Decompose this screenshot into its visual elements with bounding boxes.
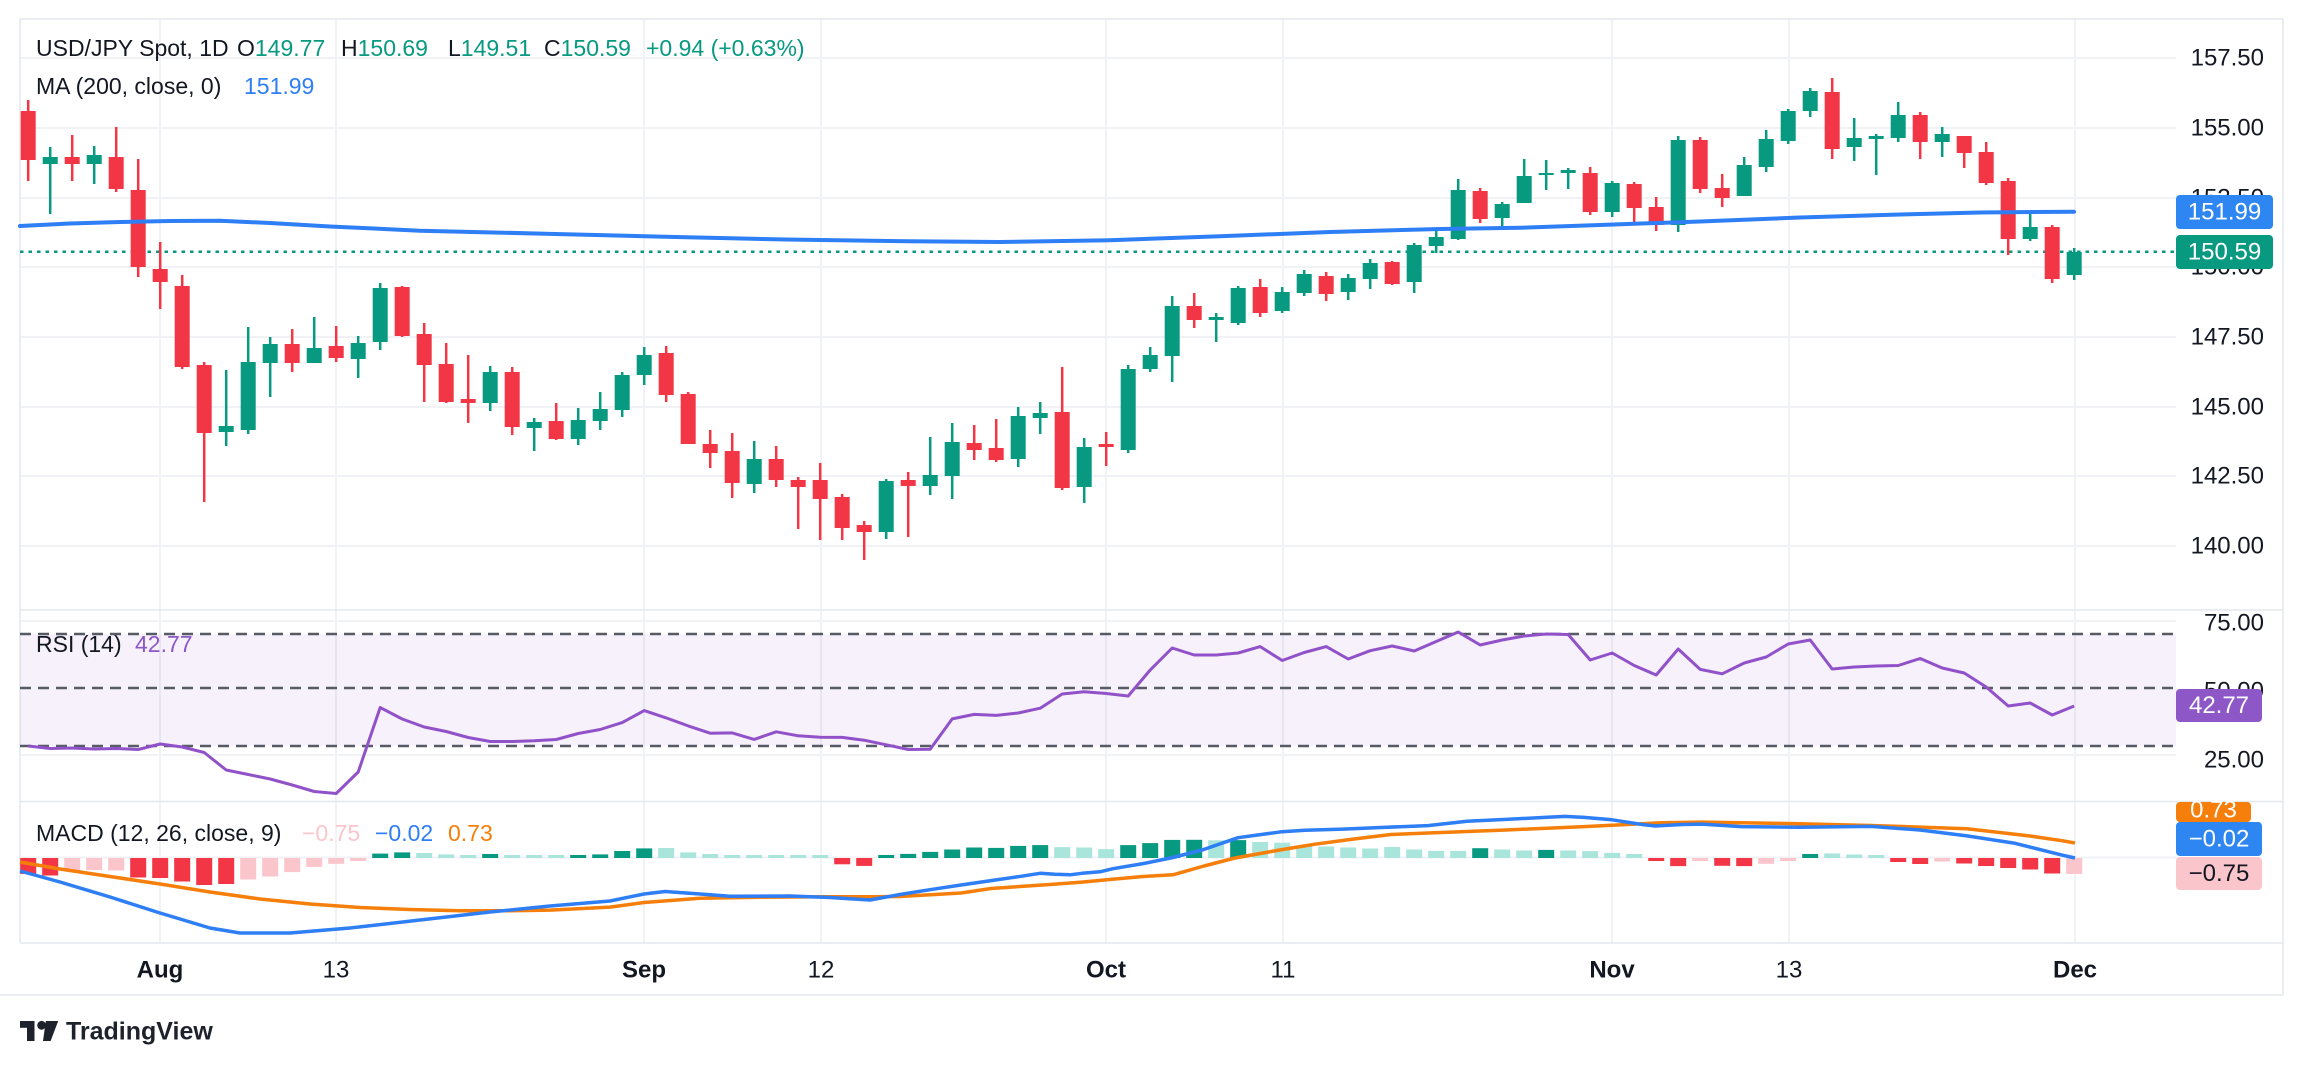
svg-text:C150.59: C150.59	[544, 35, 631, 61]
svg-text:0.73: 0.73	[2190, 797, 2237, 824]
svg-text:RSI (14): RSI (14)	[36, 631, 122, 657]
svg-text:142.50: 142.50	[2191, 463, 2264, 490]
svg-text:Sep: Sep	[622, 957, 666, 984]
svg-text:12: 12	[808, 957, 835, 984]
svg-text:−0.75: −0.75	[2189, 860, 2250, 887]
svg-text:Nov: Nov	[1589, 957, 1635, 984]
svg-text:L149.51: L149.51	[448, 35, 531, 61]
svg-text:−0.75: −0.75	[302, 820, 360, 846]
svg-text:0.73: 0.73	[448, 820, 493, 846]
svg-text:TradingView: TradingView	[66, 1018, 213, 1046]
svg-text:O149.77: O149.77	[237, 35, 325, 61]
svg-text:Oct: Oct	[1086, 957, 1126, 984]
svg-text:−0.02: −0.02	[375, 820, 433, 846]
svg-text:75.00: 75.00	[2204, 610, 2264, 637]
svg-text:+0.94 (+0.63%): +0.94 (+0.63%)	[646, 35, 805, 61]
svg-text:157.50: 157.50	[2191, 45, 2264, 72]
svg-text:155.00: 155.00	[2191, 115, 2264, 142]
svg-text:25.00: 25.00	[2204, 747, 2264, 774]
svg-text:150.59: 150.59	[2188, 239, 2261, 266]
svg-text:MA (200, close, 0): MA (200, close, 0)	[36, 73, 221, 99]
svg-text:Aug: Aug	[137, 957, 184, 984]
svg-text:USD/JPY Spot, 1D: USD/JPY Spot, 1D	[36, 35, 229, 61]
svg-text:140.00: 140.00	[2191, 533, 2264, 560]
svg-text:13: 13	[323, 957, 350, 984]
svg-text:42.77: 42.77	[135, 631, 193, 657]
svg-text:42.77: 42.77	[2189, 692, 2249, 719]
svg-text:11: 11	[1271, 957, 1296, 984]
svg-text:151.99: 151.99	[2188, 199, 2261, 226]
svg-text:−0.02: −0.02	[2189, 826, 2250, 853]
svg-text:Dec: Dec	[2053, 957, 2097, 984]
svg-text:13: 13	[1776, 957, 1803, 984]
svg-text:151.99: 151.99	[244, 73, 314, 99]
svg-text:H150.69: H150.69	[341, 35, 428, 61]
svg-text:147.50: 147.50	[2191, 324, 2264, 351]
svg-text:145.00: 145.00	[2191, 394, 2264, 421]
svg-text:MACD (12, 26, close, 9): MACD (12, 26, close, 9)	[36, 820, 281, 846]
